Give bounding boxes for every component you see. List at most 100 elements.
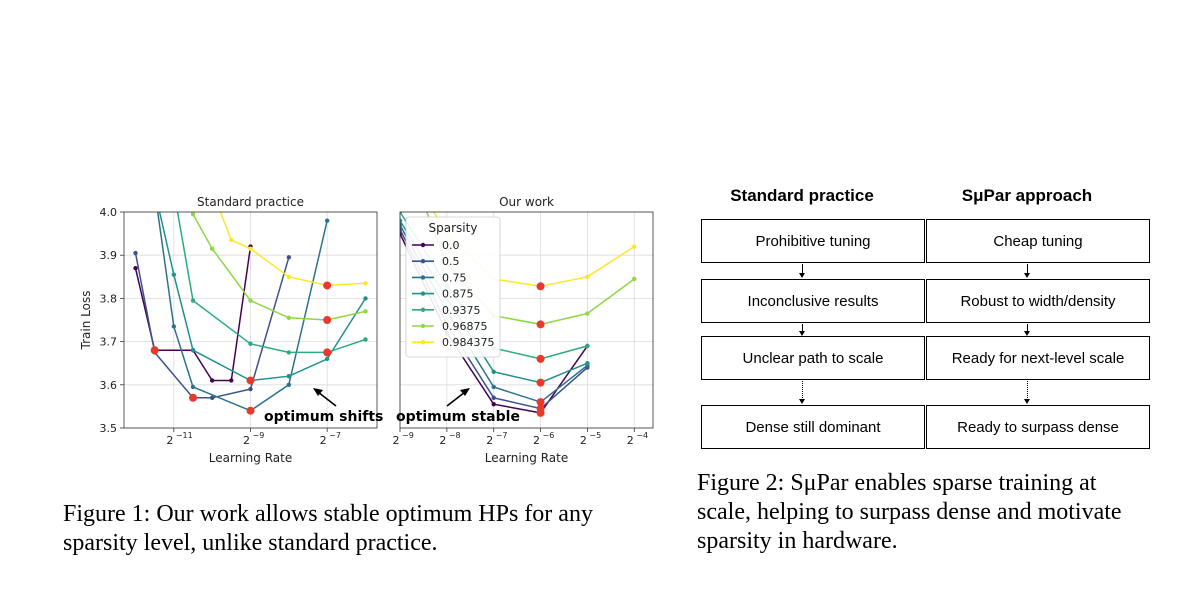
data-point	[400, 212, 403, 215]
legend-box	[405, 216, 501, 358]
legend-label: 0.9375	[442, 304, 481, 317]
data-point	[585, 343, 590, 349]
data-point	[421, 193, 425, 197]
x-tick-exponent: −9	[253, 431, 265, 440]
optimum-marker	[536, 282, 545, 291]
data-point	[190, 298, 196, 303]
legend-marker	[420, 259, 426, 264]
y-tick-label: 3.9	[100, 249, 118, 262]
chart-title: Standard practice	[197, 195, 304, 209]
flow-arrow-dotted	[799, 381, 805, 404]
x-tick-label: 2	[166, 434, 173, 447]
legend-marker	[420, 242, 426, 248]
data-point	[632, 244, 637, 249]
legend-label: 0.0	[442, 239, 460, 252]
data-point	[286, 274, 292, 279]
series-line	[176, 212, 366, 354]
optimum-marker	[536, 320, 545, 329]
data-point	[209, 395, 215, 400]
data-point	[363, 309, 368, 314]
legend-marker	[420, 340, 426, 345]
y-tick-label: 3.8	[100, 292, 118, 305]
data-point	[152, 188, 156, 192]
x-tick-label: 2	[320, 434, 327, 447]
optimum-marker	[536, 398, 545, 407]
data-point	[363, 337, 368, 342]
data-point	[229, 378, 234, 383]
data-point	[152, 188, 156, 192]
data-point	[229, 237, 234, 243]
optimum-marker	[189, 393, 197, 402]
x-tick-exponent: −7	[496, 431, 508, 440]
legend-label: 0.875	[442, 288, 474, 301]
data-point	[133, 265, 138, 271]
data-point	[421, 201, 425, 205]
data-point	[248, 246, 253, 251]
x-tick-exponent: −11	[176, 431, 193, 440]
flow-left-title: Standard practice	[730, 186, 874, 205]
data-point	[209, 246, 215, 251]
data-point	[248, 341, 253, 346]
data-point	[172, 188, 176, 192]
legend-marker	[420, 275, 426, 280]
flow-right-box: Ready for next-level scale	[926, 336, 1150, 380]
data-point	[209, 378, 215, 383]
x-tick-label: 2	[580, 434, 587, 447]
flow-arrow	[799, 264, 805, 278]
x-tick-label: 2	[243, 434, 250, 447]
flow-left-box: Prohibitive tuning	[701, 219, 925, 263]
series-line	[156, 212, 328, 412]
data-point	[171, 324, 177, 329]
legend-marker	[420, 307, 426, 312]
x-tick-label: 2	[486, 434, 493, 447]
data-point	[400, 218, 403, 223]
flow-right-box: Ready to surpass dense	[926, 405, 1150, 449]
legend: Sparsity 0.0 0.5 0.75 0.875 0.9375 0.96875 0.98…	[405, 216, 501, 358]
x-axis-label: Learning Rate	[485, 451, 568, 465]
data-point	[491, 395, 496, 400]
x-tick-label: 2	[393, 434, 400, 447]
annotation-arrowhead	[313, 388, 323, 396]
y-tick-label: 3.6	[100, 379, 118, 392]
data-point	[190, 384, 196, 390]
optimum-marker	[150, 346, 159, 355]
data-point	[363, 296, 368, 301]
data-point	[324, 356, 330, 362]
data-point	[286, 373, 292, 379]
x-tick-exponent: −4	[636, 431, 648, 440]
chart-title: Our work	[499, 195, 554, 209]
legend-marker	[420, 323, 426, 329]
flow-left-box: Inconclusive results	[701, 279, 925, 323]
x-tick-label: 2	[627, 434, 634, 447]
legend-label: 0.75	[442, 271, 467, 284]
flow-arrow	[1024, 324, 1030, 336]
optimum-marker	[536, 378, 545, 387]
legend-label: 0.984375	[442, 336, 495, 349]
data-point	[491, 369, 496, 375]
series-line	[134, 252, 290, 399]
data-point	[286, 382, 292, 387]
figure-1-caption: Figure 1: Our work allows stable optimum…	[63, 501, 593, 556]
annotation-arrow	[446, 391, 466, 407]
data-point	[286, 315, 292, 321]
optimum-marker	[323, 316, 332, 324]
flow-left-box: Unclear path to scale	[701, 336, 925, 380]
y-tick-label: 3.7	[100, 336, 118, 349]
data-point	[190, 212, 196, 217]
x-tick-exponent: −5	[589, 431, 601, 440]
flow-right-box: Robust to width/density	[926, 279, 1150, 323]
y-tick-label: 4.0	[100, 206, 118, 219]
data-point	[286, 255, 292, 260]
y-tick-label: 3.5	[100, 422, 118, 435]
data-point	[171, 272, 177, 277]
optimum-marker	[246, 406, 255, 415]
legend-label: 0.96875	[442, 320, 488, 333]
data-point	[585, 274, 590, 279]
data-point	[324, 218, 330, 223]
data-point	[190, 348, 196, 353]
x-tick-exponent: −9	[402, 431, 414, 440]
data-point	[210, 188, 214, 192]
